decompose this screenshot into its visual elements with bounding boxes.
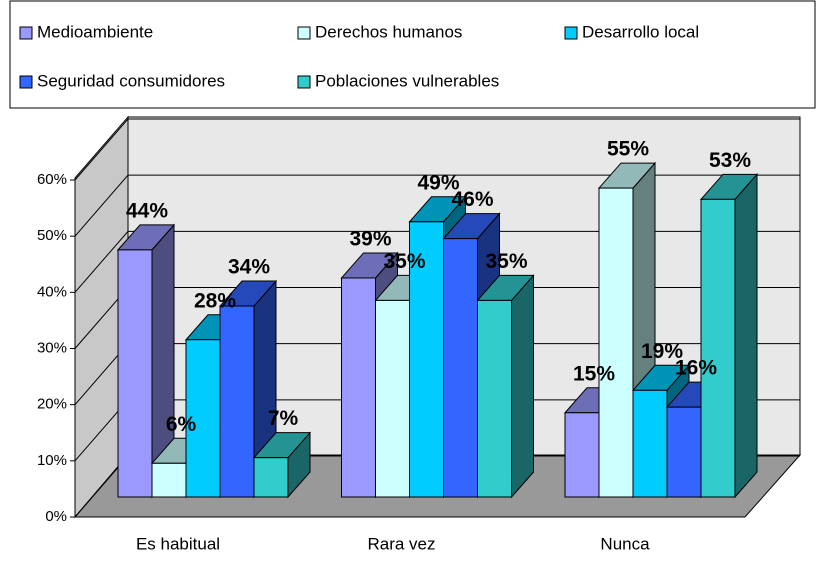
y-tick-label: 0% (45, 508, 67, 525)
value-label: 49% (417, 171, 459, 194)
bar-front (151, 462, 187, 498)
bar-front (666, 406, 702, 498)
value-label: 19% (641, 340, 683, 363)
value-label: 44% (126, 199, 168, 222)
bar (476, 274, 535, 499)
value-label: 6% (166, 413, 197, 436)
bar-front (700, 198, 736, 498)
bar (597, 161, 657, 499)
bar (699, 172, 759, 499)
bar-front (253, 457, 289, 498)
y-tick-label: 30% (37, 339, 67, 356)
bar-front (409, 221, 444, 498)
bar-front (598, 187, 634, 498)
legend-label: Medioambiente (37, 22, 153, 41)
legend-box (9, 0, 816, 109)
value-label: 34% (228, 256, 270, 279)
legend-label: Desarrollo local (582, 22, 699, 41)
bar-front (375, 299, 410, 498)
value-label: 35% (383, 250, 425, 273)
value-label: 35% (485, 250, 527, 273)
legend-swatch (297, 26, 311, 40)
bar-front (219, 305, 255, 498)
value-label: 46% (451, 188, 493, 211)
bar (252, 431, 312, 499)
bar-front (185, 339, 221, 498)
bar (116, 223, 176, 499)
bar-front (117, 249, 153, 498)
value-label: 53% (709, 149, 751, 172)
y-tick-label: 50% (37, 227, 67, 244)
grid-line (74, 230, 800, 293)
x-tick-label: Nunca (600, 534, 650, 553)
y-tick-label: 10% (37, 452, 67, 469)
bar-front (632, 389, 668, 498)
legend-label: Seguridad consumidores (37, 71, 225, 90)
x-tick-label: Es habitual (136, 534, 220, 553)
bar-front (443, 238, 478, 498)
grid-line (74, 118, 800, 181)
bar-side (511, 274, 534, 499)
value-label: 16% (675, 357, 717, 380)
value-label: 28% (194, 289, 236, 312)
bar-front (477, 299, 512, 498)
value-label: 7% (268, 407, 299, 430)
bar-side (734, 172, 758, 499)
grid-line (74, 174, 800, 237)
legend-swatch (19, 75, 33, 89)
x-tick-label: Rara vez (367, 534, 435, 553)
y-tick-label: 40% (37, 283, 67, 300)
value-label: 39% (349, 227, 391, 250)
legend-label: Poblaciones vulnerables (315, 71, 499, 90)
legend-swatch (19, 26, 33, 40)
y-tick-label: 20% (37, 396, 67, 413)
legend-swatch (297, 75, 311, 89)
value-label: 55% (607, 138, 649, 161)
bar-front (564, 412, 600, 498)
legend-swatch (564, 26, 578, 40)
legend-label: Derechos humanos (315, 22, 462, 41)
bar-front (341, 277, 376, 498)
value-label: 15% (573, 362, 615, 385)
y-tick-label: 60% (37, 171, 67, 188)
